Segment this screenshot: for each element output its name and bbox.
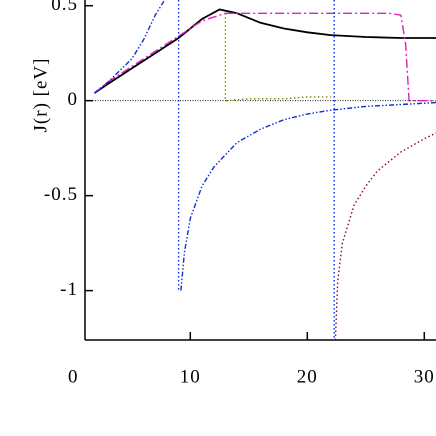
series-line [334, 132, 436, 340]
plot-area [93, 0, 436, 340]
series-line [93, 0, 436, 291]
y-tick-label: 0 [68, 89, 79, 110]
x-tick-label: 10 [180, 366, 201, 387]
y-axis-label: J(r) [eV] [30, 58, 51, 133]
x-tick-label: 0 [68, 366, 79, 387]
series-line [224, 13, 331, 102]
x-tick-label: 30 [414, 366, 435, 387]
series-line [93, 12, 436, 102]
y-tick-label: 0.5 [51, 0, 78, 15]
series-line [93, 8, 436, 94]
y-tick-label: -1 [60, 279, 78, 300]
y-tick-label: -0.5 [44, 184, 78, 205]
x-tick-label: 20 [297, 366, 318, 387]
